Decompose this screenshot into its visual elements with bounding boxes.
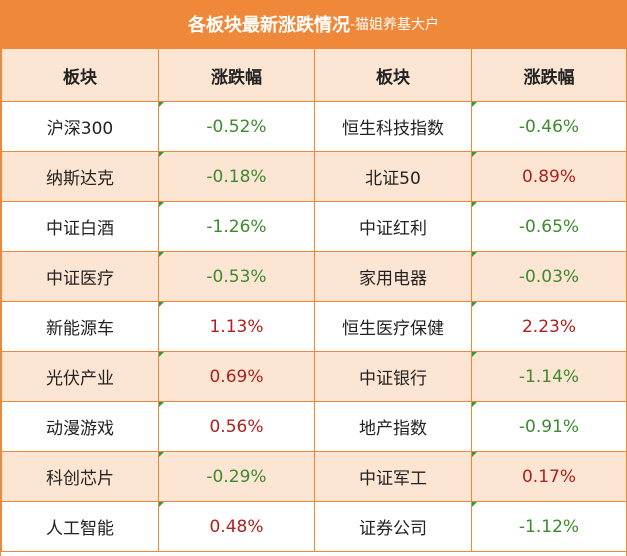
sector-name-cell: 家用电器 <box>314 251 472 302</box>
change-value-cell: -0.29% <box>158 451 315 502</box>
table-row: 中证白酒 -1.26% 中证红利 -0.65% <box>1 201 627 252</box>
change-value-cell: -0.91% <box>471 401 627 452</box>
change-value-cell: -0.18% <box>158 151 315 202</box>
sector-table: 板块 涨跌幅 板块 涨跌幅 沪深300 -0.52% 恒生科技指数 -0.46% 纳斯达… <box>1 48 627 552</box>
sector-name-cell: 科创芯片 <box>1 451 159 502</box>
sector-name-cell: 中证医疗 <box>1 251 159 302</box>
title-sub: -猫姐养基大户 <box>349 17 440 33</box>
table-title: 各板块最新涨跌情况 -猫姐养基大户 <box>1 0 626 48</box>
sector-name-cell: 动漫游戏 <box>1 401 159 452</box>
change-value-cell: 0.69% <box>158 351 315 402</box>
change-value-cell: 0.17% <box>471 451 627 502</box>
table-row: 新能源车 1.13% 恒生医疗保健 2.23% <box>1 301 627 352</box>
table-row: 纳斯达克 -0.18% 北证50 0.89% <box>1 151 627 202</box>
sector-name-cell: 恒生医疗保健 <box>314 301 472 352</box>
change-value-cell: 0.48% <box>158 501 315 552</box>
sector-name-cell: 新能源车 <box>1 301 159 352</box>
change-value-cell: 0.89% <box>471 151 627 202</box>
change-value-cell: 1.13% <box>158 301 315 352</box>
table-row: 中证医疗 -0.53% 家用电器 -0.03% <box>1 251 627 302</box>
table-row: 光伏产业 0.69% 中证银行 -1.14% <box>1 351 627 402</box>
sector-name-cell: 光伏产业 <box>1 351 159 402</box>
header-sector-2: 板块 <box>314 48 472 102</box>
change-value-cell: -1.12% <box>471 501 627 552</box>
change-value-cell: -1.14% <box>471 351 627 402</box>
change-value-cell: -0.52% <box>158 101 315 152</box>
header-change-2: 涨跌幅 <box>471 48 627 102</box>
table-row: 动漫游戏 0.56% 地产指数 -0.91% <box>1 401 627 452</box>
sector-name-cell: 中证红利 <box>314 201 472 252</box>
sector-name-cell: 地产指数 <box>314 401 472 452</box>
sector-name-cell: 人工智能 <box>1 501 159 552</box>
sector-name-cell: 中证军工 <box>314 451 472 502</box>
table-row: 沪深300 -0.52% 恒生科技指数 -0.46% <box>1 101 627 152</box>
sector-name-cell: 中证银行 <box>314 351 472 402</box>
table-row: 人工智能 0.48% 证券公司 -1.12% <box>1 501 627 552</box>
sector-name-cell: 恒生科技指数 <box>314 101 472 152</box>
change-value-cell: -0.65% <box>471 201 627 252</box>
table-row: 科创芯片 -0.29% 中证军工 0.17% <box>1 451 627 502</box>
table-body: 沪深300 -0.52% 恒生科技指数 -0.46% 纳斯达克 -0.18% 北证50 0.8… <box>1 101 627 552</box>
sector-name-cell: 北证50 <box>314 151 472 202</box>
header-change-1: 涨跌幅 <box>158 48 315 102</box>
sector-name-cell: 中证白酒 <box>1 201 159 252</box>
change-value-cell: -1.26% <box>158 201 315 252</box>
change-value-cell: -0.03% <box>471 251 627 302</box>
header-sector-1: 板块 <box>1 48 159 102</box>
change-value-cell: -0.46% <box>471 101 627 152</box>
change-value-cell: 2.23% <box>471 301 627 352</box>
change-value-cell: -0.53% <box>158 251 315 302</box>
change-value-cell: 0.56% <box>158 401 315 452</box>
sector-name-cell: 沪深300 <box>1 101 159 152</box>
header-row: 板块 涨跌幅 板块 涨跌幅 <box>1 48 627 102</box>
sector-name-cell: 证券公司 <box>314 501 472 552</box>
title-main: 各板块最新涨跌情况 <box>187 15 350 36</box>
sector-name-cell: 纳斯达克 <box>1 151 159 202</box>
